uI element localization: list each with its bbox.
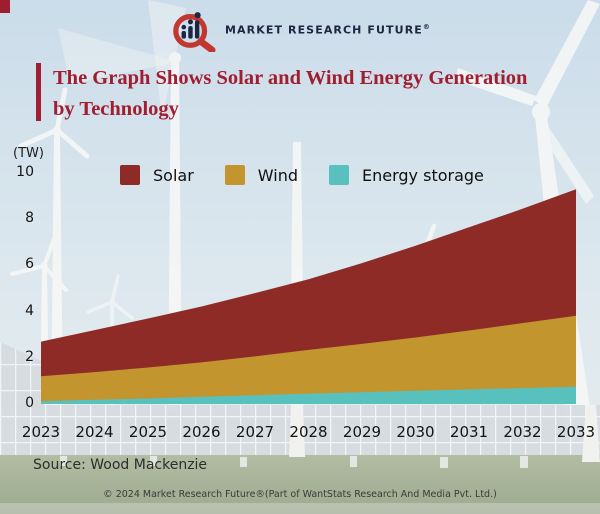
- legend-swatch: [120, 165, 140, 185]
- turbine-blades: [379, 223, 449, 291]
- y-tick-label: 8: [25, 210, 34, 227]
- x-tick-label: 2024: [75, 423, 114, 441]
- y-tick-label: 10: [16, 164, 34, 180]
- y-tick-label: 0: [25, 395, 34, 411]
- turbine-hub: [532, 103, 550, 121]
- x-tick-label: 2033: [556, 423, 596, 441]
- turbine-blade: [534, 0, 600, 108]
- legend-label: Solar: [153, 165, 194, 185]
- x-tick-label: 2031: [449, 423, 489, 441]
- legend-swatch: [329, 165, 349, 185]
- legend-label: Wind: [257, 165, 298, 185]
- chart-legend: Solar Wind Energy storage: [120, 165, 484, 185]
- x-tick-label: 2028: [289, 423, 328, 441]
- legend-item-wind: Wind: [224, 165, 298, 185]
- ground-strip: [0, 503, 600, 514]
- registered-mark: ®: [422, 23, 431, 32]
- turbine-blades: [18, 87, 90, 159]
- x-tick-label: 2032: [503, 423, 542, 441]
- corner-accent: [0, 0, 10, 13]
- legend-swatch: [224, 165, 245, 185]
- copyright-footer: © 2024 Market Research Future®(Part of W…: [103, 489, 497, 500]
- x-tick-label: 2026: [182, 423, 221, 441]
- turbine-hub: [169, 52, 181, 64]
- title-line2: by Technology: [53, 98, 179, 120]
- x-tick-label: 2023: [21, 423, 61, 441]
- y-tick-label: 2: [25, 348, 34, 365]
- turbine-blade: [58, 28, 178, 84]
- x-tick-label: 2029: [342, 423, 382, 441]
- x-tick-label: 2025: [128, 423, 168, 441]
- y-axis-unit: (TW): [13, 146, 44, 161]
- title-line1: The Graph Shows Solar and Wind Energy Ge…: [53, 67, 528, 89]
- x-tick-label: 2027: [235, 423, 275, 441]
- y-tick-label: 4: [25, 302, 34, 319]
- legend-item-solar: Solar: [120, 165, 194, 185]
- pole-bases: [60, 405, 600, 468]
- logo: MARKET RESEARCH FUTURE®: [169, 8, 431, 52]
- turbine-small: [86, 274, 134, 408]
- x-tick-label: 2030: [396, 423, 435, 441]
- legend-label: Energy storage: [362, 165, 484, 185]
- source-note: Source: Wood Mackenzie: [33, 457, 208, 473]
- turbine-pole: [51, 132, 63, 408]
- turbine-pole: [416, 264, 424, 400]
- logo-text: MARKET RESEARCH FUTURE®: [225, 23, 431, 37]
- title-accent-bar: [36, 63, 41, 121]
- solar-array-left: [0, 342, 44, 408]
- y-tick-label: 6: [25, 256, 34, 273]
- turbine-blade: [455, 68, 536, 106]
- market-research-future-icon: [173, 12, 216, 52]
- title-block: The Graph Shows Solar and Wind Energy Ge…: [36, 63, 527, 125]
- page-title: The Graph Shows Solar and Wind Energy Ge…: [53, 63, 527, 125]
- legend-item-energy-storage: Energy storage: [329, 165, 484, 185]
